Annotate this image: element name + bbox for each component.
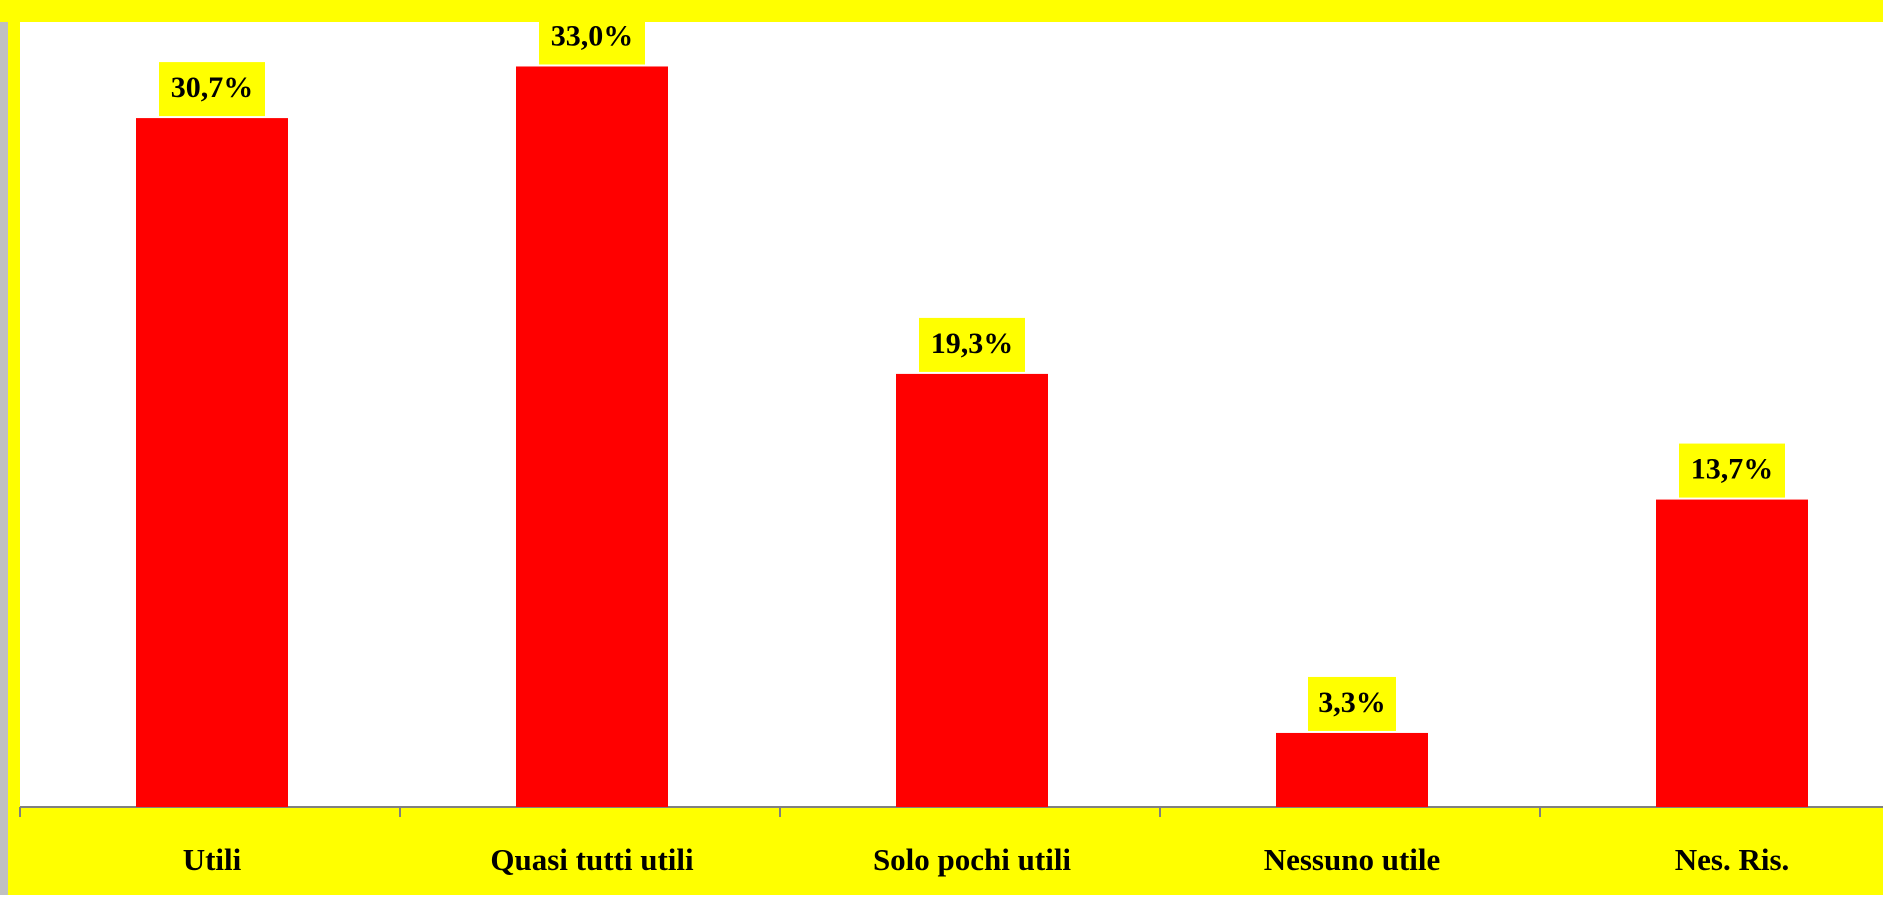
category-label-4: Nes. Ris. <box>1675 842 1790 877</box>
chart-frame-left <box>8 0 20 895</box>
bar-0 <box>136 118 288 808</box>
bar-3 <box>1276 732 1428 807</box>
data-label-0: 30,7% <box>171 71 254 104</box>
category-label-1: Quasi tutti utili <box>490 842 694 877</box>
category-label-3: Nessuno utile <box>1264 842 1441 877</box>
category-label-2: Solo pochi utili <box>873 842 1071 877</box>
data-label-box-4 <box>1679 443 1785 498</box>
data-label-1: 33,0% <box>551 19 634 52</box>
data-label-box-2 <box>919 317 1025 372</box>
bar-1 <box>516 66 668 808</box>
chart-frame <box>0 0 1883 22</box>
data-label-box-3 <box>1308 676 1396 731</box>
data-label-2: 19,3% <box>931 327 1014 360</box>
data-label-4: 13,7% <box>1691 453 1774 486</box>
axis-ticks <box>19 807 1541 817</box>
data-label-3: 3,3% <box>1318 686 1386 719</box>
bar-2 <box>896 373 1048 807</box>
data-labels: 30,7% 33,0% 19,3% 3,3% 13,7% <box>159 10 1785 731</box>
bar-4 <box>1656 499 1808 807</box>
data-label-box-0 <box>159 62 265 117</box>
category-label-0: Utili <box>183 842 242 877</box>
category-labels: Utili Quasi tutti utili Solo pochi utili Ne… <box>183 842 1790 877</box>
bar-series <box>136 66 1808 808</box>
category-axis-band <box>20 807 1883 895</box>
data-label-box-1 <box>539 10 645 65</box>
